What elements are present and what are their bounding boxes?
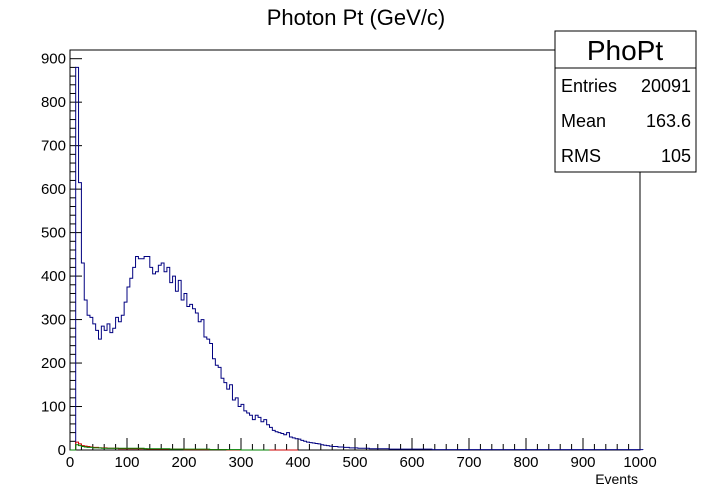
stats-rms-label: RMS — [561, 146, 601, 166]
x-tick-label: 200 — [171, 454, 196, 471]
x-axis-label: Events — [595, 471, 638, 487]
y-axis: 0 100 200 300 400 500 600 700 800 900 — [41, 49, 82, 459]
x-tick-label: 100 — [114, 454, 139, 471]
histogram-series-0 — [70, 66, 644, 451]
x-tick-label: 600 — [399, 454, 424, 471]
y-tick-label: 900 — [41, 51, 66, 68]
y-tick-label: 400 — [41, 268, 66, 285]
stats-entries-label: Entries — [561, 76, 617, 96]
stats-mean-label: Mean — [561, 111, 606, 131]
x-tick-label: 400 — [285, 454, 310, 471]
y-tick-label: 500 — [41, 225, 66, 242]
x-tick-label: 800 — [513, 454, 538, 471]
x-tick-label: 1000 — [623, 454, 656, 471]
y-tick-label: 0 — [58, 442, 66, 459]
y-tick-label: 800 — [41, 94, 66, 111]
x-axis: 0 100 200 300 400 500 600 700 800 900 1000 — [66, 438, 657, 471]
x-tick-label: 500 — [342, 454, 367, 471]
x-tick-label: 300 — [228, 454, 253, 471]
stats-rms-value: 105 — [661, 146, 691, 166]
x-tick-label: 900 — [570, 454, 595, 471]
chart-title: Photon Pt (GeV/c) — [267, 5, 446, 30]
y-tick-label: 200 — [41, 355, 66, 372]
series-layer — [70, 66, 644, 451]
y-tick-label: 300 — [41, 312, 66, 329]
stats-box: PhoPt Entries 20091 Mean 163.6 RMS 105 — [554, 30, 697, 173]
stats-mean-value: 163.6 — [646, 111, 691, 131]
y-tick-label: 600 — [41, 181, 66, 198]
y-tick-label: 700 — [41, 138, 66, 155]
stats-box-frame — [554, 30, 697, 173]
x-tick-label: 700 — [456, 454, 481, 471]
histogram-series-2 — [70, 444, 270, 451]
stats-box-title: PhoPt — [587, 35, 663, 66]
y-tick-label: 100 — [41, 399, 66, 416]
stats-entries-value: 20091 — [641, 76, 691, 96]
x-tick-label: 0 — [66, 454, 74, 471]
